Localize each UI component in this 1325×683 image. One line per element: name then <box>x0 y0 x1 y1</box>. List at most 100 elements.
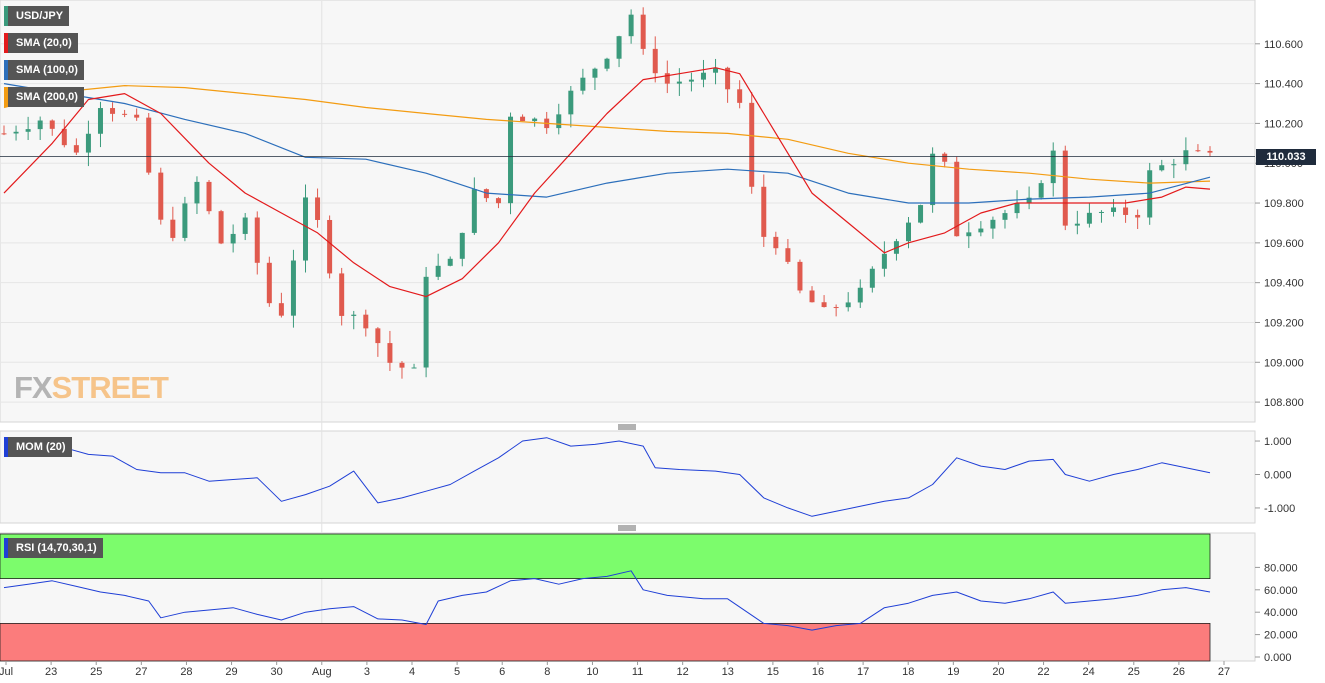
sma200-color-bar <box>4 87 8 107</box>
candle-body <box>580 77 586 91</box>
candle-body <box>592 68 598 78</box>
candle-body <box>471 189 477 233</box>
sma200-text: SMA (200,0) <box>16 91 78 103</box>
rsi-tick-label: 80.000 <box>1264 562 1298 574</box>
rsi-tick-label: 60.000 <box>1264 585 1298 597</box>
date-tick-label: 11 <box>632 666 643 678</box>
candle-body <box>122 113 128 115</box>
candle-body <box>170 219 176 238</box>
logo-street: STREET <box>51 370 169 405</box>
resize-handle-mom[interactable] <box>618 424 636 430</box>
candle-body <box>1074 223 1080 226</box>
candle-body <box>556 114 562 129</box>
date-tick-label: 29 <box>225 666 237 678</box>
date-tick-label: 26 <box>1173 666 1185 678</box>
candle-body <box>1002 213 1008 220</box>
candle-body <box>495 198 501 204</box>
sma200-label[interactable]: SMA (200,0) <box>4 87 84 107</box>
candle-body <box>1050 150 1056 184</box>
rsi-color-bar <box>4 538 8 558</box>
candle-body <box>713 67 719 73</box>
rsi-label[interactable]: RSI (14,70,30,1) <box>4 538 103 558</box>
candle-body <box>290 260 296 316</box>
candle-body <box>918 205 924 223</box>
rsi-line <box>3 570 1211 631</box>
candle-body <box>508 116 514 204</box>
rsi-text: RSI (14,70,30,1) <box>16 542 97 554</box>
date-tick-label: 30 <box>271 666 283 678</box>
candle-body <box>303 197 308 261</box>
candle-body <box>1026 197 1032 204</box>
date-tick-label: 27 <box>135 666 147 678</box>
candle-body <box>1014 203 1020 214</box>
date-tick-label: 3 <box>364 666 370 678</box>
sma100-line <box>3 83 1211 204</box>
candle-body <box>37 120 43 130</box>
rsi-overbought-zone <box>0 533 1211 579</box>
candle-body <box>845 302 851 308</box>
candle-body <box>1207 150 1213 153</box>
mom-panel[interactable] <box>0 430 1256 524</box>
candle-body <box>821 302 827 308</box>
mom-tick-label: 0.000 <box>1264 469 1292 481</box>
price-tick-label: 109.400 <box>1264 278 1304 290</box>
candle-body <box>1086 212 1092 224</box>
candle-body <box>363 314 369 329</box>
candle-body <box>833 307 839 309</box>
date-tick-label: 19 <box>947 666 959 678</box>
candle-body <box>339 273 345 316</box>
sma200-line <box>3 84 1211 184</box>
symbol-color-bar <box>4 6 8 26</box>
resize-handle-rsi[interactable] <box>618 525 636 531</box>
price-tick-label: 109.600 <box>1264 238 1304 250</box>
mom-label[interactable]: MOM (20) <box>4 437 72 457</box>
candle-body <box>773 236 779 249</box>
date-tick-label: 8 <box>544 666 550 678</box>
candle-body <box>616 36 622 59</box>
mom-tick-label: 1.000 <box>1264 436 1292 448</box>
candle-body <box>266 262 272 304</box>
candle-body <box>49 120 55 129</box>
candle-body <box>1195 150 1201 152</box>
price-tick-label: 109.800 <box>1264 198 1304 210</box>
symbol-label[interactable]: USD/JPY <box>4 6 70 26</box>
date-tick-label: 18 <box>902 666 914 678</box>
date-tick-label: 24 <box>1083 666 1095 678</box>
candle-body <box>688 79 694 82</box>
candle-body <box>134 114 140 118</box>
price-tick-label: 110.400 <box>1264 79 1303 91</box>
candle-body <box>25 129 31 132</box>
candle-body <box>930 153 936 206</box>
date-tick-label: 12 <box>677 666 689 678</box>
candle-body <box>857 287 863 303</box>
sma20-label[interactable]: SMA (20,0) <box>4 33 78 53</box>
candle-body <box>435 265 441 277</box>
candle-body <box>278 303 284 316</box>
candle-body <box>1183 150 1189 165</box>
date-tick-label: 6 <box>499 666 505 678</box>
candle-body <box>664 73 670 84</box>
date-tick-label: 13 <box>722 666 734 678</box>
candle-body <box>797 261 803 291</box>
sma100-label[interactable]: SMA (100,0) <box>4 60 84 80</box>
candle-body <box>628 14 634 37</box>
sma100-text: SMA (100,0) <box>16 64 78 76</box>
candle-body <box>604 58 610 69</box>
date-tick-label: 28 <box>180 666 192 678</box>
candle-body <box>532 118 538 122</box>
candle-body <box>158 172 164 220</box>
mom-color-bar <box>4 437 8 457</box>
candle-body <box>640 14 646 49</box>
candle-body <box>568 90 574 115</box>
candle-body <box>1062 150 1068 226</box>
candle-body <box>447 258 453 266</box>
logo-fx: FX <box>14 370 53 405</box>
candle-body <box>206 181 212 212</box>
candle-body <box>411 367 417 369</box>
candle-body <box>942 153 948 162</box>
candle-body <box>315 197 321 220</box>
date-tick-label: 17 <box>857 666 869 678</box>
fxstreet-logo: FXSTREET <box>14 370 169 405</box>
mom-line <box>3 437 1211 517</box>
